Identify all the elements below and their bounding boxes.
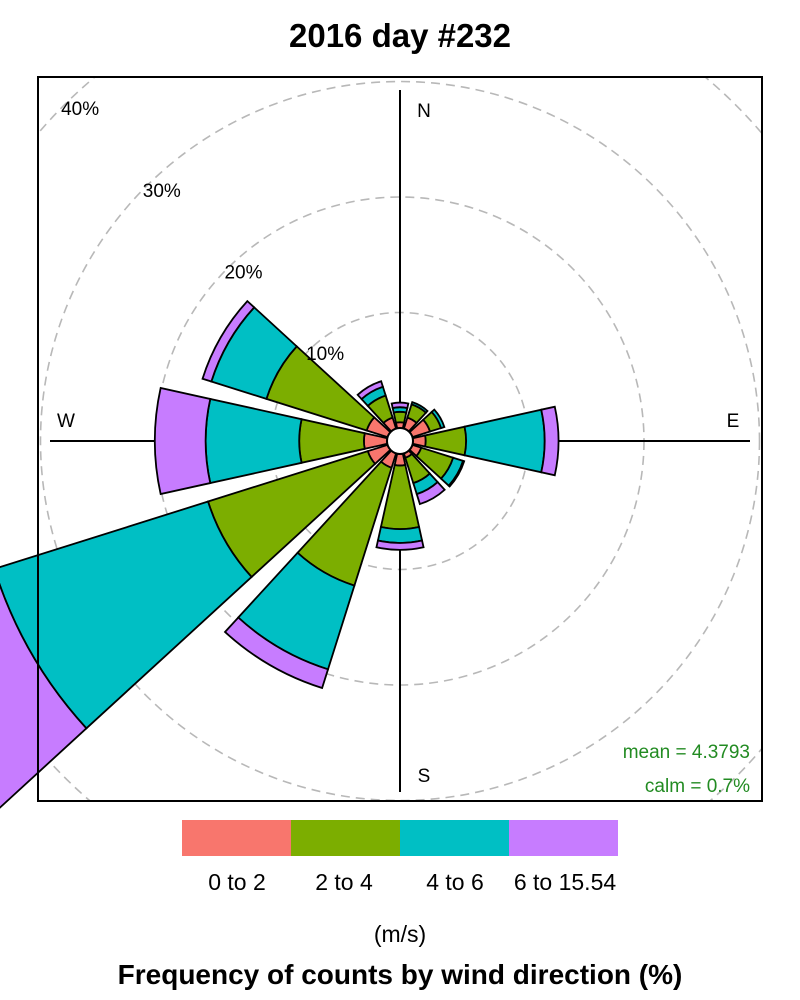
legend-swatch	[400, 820, 509, 856]
wedge-segment	[463, 408, 546, 474]
plot-panel	[37, 76, 763, 802]
wedge-segment	[356, 380, 385, 401]
legend-label: 6 to 15.54	[514, 869, 617, 895]
wedge-segment	[201, 299, 256, 383]
calm-circle	[386, 427, 414, 455]
wedge-segment	[430, 408, 446, 430]
legend-label: 0 to 2	[208, 869, 266, 895]
wedge-segment	[392, 410, 408, 424]
compass-label-w: W	[57, 411, 75, 432]
wedge-segment	[540, 405, 560, 477]
wedge-segment	[376, 525, 424, 544]
mean-stat: mean = 4.3793	[623, 742, 750, 763]
wedge-segment	[415, 480, 446, 506]
ring-label: 40%	[61, 99, 99, 120]
x-axis-label: Frequency of counts by wind direction (%…	[118, 959, 683, 990]
grid-ring	[39, 80, 761, 801]
legend-label: 4 to 6	[426, 869, 484, 895]
ring-label: 30%	[143, 181, 181, 202]
wedge-segment	[447, 459, 466, 488]
chart-title: 2016 day #232	[289, 17, 511, 54]
wedge-segment	[410, 401, 429, 414]
legend-swatch	[182, 820, 291, 856]
ring-label: 20%	[224, 262, 262, 283]
wedge-segment	[375, 539, 425, 551]
legend-unit: (m/s)	[374, 921, 426, 947]
compass-label-s: S	[418, 766, 431, 787]
calm-stat: calm = 0.7%	[645, 776, 750, 797]
legend-swatch	[509, 820, 618, 856]
legend-swatch	[291, 820, 400, 856]
wedge-segment	[154, 386, 212, 496]
legend-label: 2 to 4	[315, 869, 373, 895]
wedge-segment	[223, 616, 330, 690]
wedge-segment	[204, 397, 303, 485]
ring-label: 10%	[306, 344, 344, 365]
compass-label-n: N	[417, 101, 431, 122]
wedge-segment	[390, 401, 410, 410]
wedge-segment	[0, 582, 88, 809]
compass-label-e: E	[727, 411, 740, 432]
